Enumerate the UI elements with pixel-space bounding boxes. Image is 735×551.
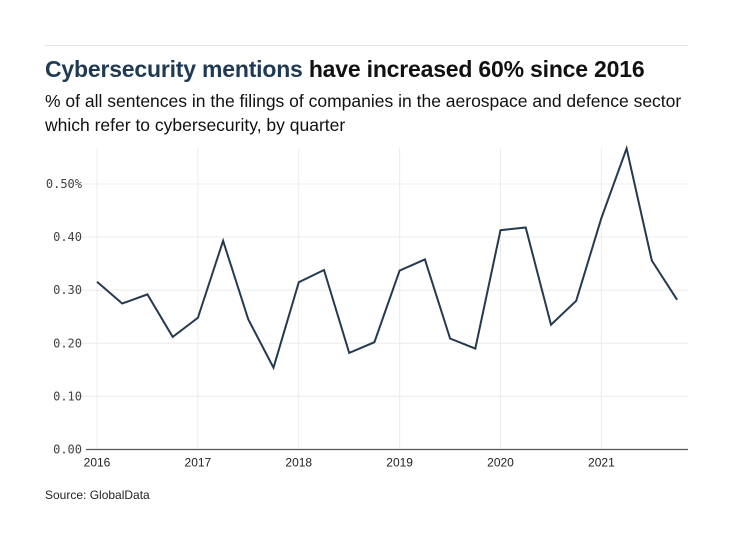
data-point xyxy=(525,227,527,229)
title-rest: have increased 60% since 2016 xyxy=(302,56,645,82)
data-point xyxy=(197,317,199,319)
data-point xyxy=(121,302,123,304)
title-highlight: Cybersecurity mentions xyxy=(45,56,303,82)
data-point xyxy=(626,147,628,149)
data-point xyxy=(172,336,174,338)
series-line xyxy=(96,144,678,371)
data-point xyxy=(96,281,98,283)
chart-subtitle: % of all sentences in the filings of com… xyxy=(45,91,682,135)
data-point xyxy=(651,259,653,261)
data-point xyxy=(373,341,375,343)
x-tick-label: 2020 xyxy=(487,456,514,470)
y-tick-label: 0.00 xyxy=(53,443,82,457)
data-point xyxy=(676,299,678,301)
data-point xyxy=(222,240,224,242)
x-tick-label: 2018 xyxy=(285,456,312,470)
tick-labels: 0.00 0.10 0.20 0.30 0.40 0.50% 2016 2017 2018 201… xyxy=(46,177,615,470)
x-tick-label: 2021 xyxy=(588,456,615,470)
y-tick-label: 0.30 xyxy=(53,283,82,297)
top-rule xyxy=(45,45,688,46)
data-point xyxy=(298,281,300,283)
data-point xyxy=(500,229,502,231)
y-tick-label: 0.20 xyxy=(53,336,82,350)
data-point xyxy=(550,324,552,326)
data-point xyxy=(449,338,451,340)
x-tick-label: 2016 xyxy=(84,456,111,470)
data-point xyxy=(575,300,577,302)
source-note: Source: GlobalData xyxy=(45,488,150,502)
y-tick-label: 0.50% xyxy=(46,177,83,191)
x-tick-label: 2017 xyxy=(185,456,212,470)
data-point xyxy=(399,270,401,272)
data-point xyxy=(474,348,476,350)
data-point xyxy=(247,318,249,320)
x-tick-label: 2019 xyxy=(386,456,413,470)
y-tick-label: 0.40 xyxy=(53,230,82,244)
series-layer xyxy=(96,144,678,371)
data-point xyxy=(323,269,325,271)
data-point xyxy=(348,352,350,354)
y-tick-label: 0.10 xyxy=(53,389,82,403)
data-point xyxy=(600,217,602,219)
chart-title: Cybersecurity mentions have increased 60… xyxy=(45,56,645,83)
grid-lines xyxy=(60,148,688,450)
data-point xyxy=(273,367,275,369)
data-point xyxy=(424,258,426,260)
data-point xyxy=(146,293,148,295)
